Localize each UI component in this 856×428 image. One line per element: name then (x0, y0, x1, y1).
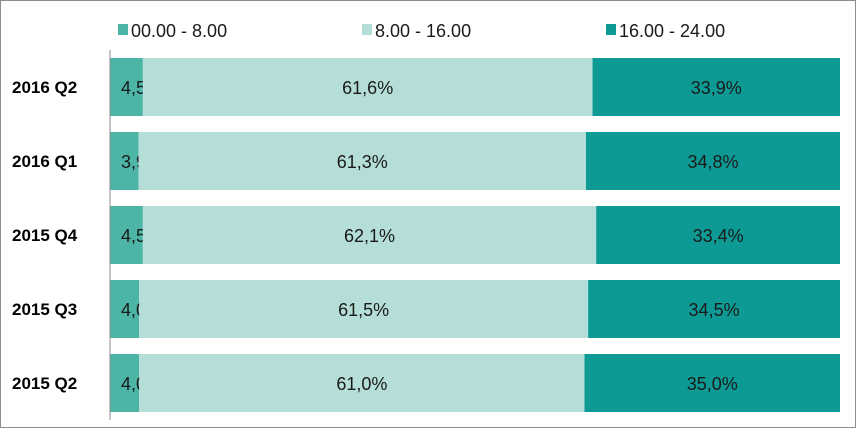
legend-item: 8.00 - 16.00 (362, 21, 471, 41)
legend-label: 8.00 - 16.00 (375, 21, 471, 41)
bar-row: 2015 Q34,0%61,5%34,5% (12, 280, 840, 338)
bar-segment (110, 280, 140, 338)
bar-segment (138, 132, 586, 190)
data-label: 33,9% (691, 78, 742, 98)
bar-segment (585, 132, 840, 190)
bar-segment (139, 354, 585, 412)
bars: 2016 Q24,5%61,6%33,9%2016 Q13,9%61,3%34,… (12, 58, 840, 412)
bar-row: 2016 Q2 4,5% 61,6% 33,9% (12, 58, 840, 116)
data-label: 61,3% (337, 152, 388, 172)
legend-item: 00.00 - 8.00 (118, 21, 227, 41)
legend-swatch (606, 24, 616, 35)
bar-segment (110, 132, 139, 190)
data-label: 61,5% (338, 300, 389, 320)
category-label: 2015 Q4 (12, 226, 78, 245)
bar-segment (142, 206, 597, 264)
data-label: 62,1% (344, 226, 395, 246)
legend-swatch (362, 24, 372, 35)
data-label: 35,0% (687, 374, 738, 394)
legend-swatch (118, 24, 128, 35)
bar-segment (110, 206, 143, 264)
data-label: 33,4% (693, 226, 744, 246)
bar-segment (588, 280, 840, 338)
data-label: 61,6% (342, 78, 393, 98)
bar-segment (110, 354, 140, 412)
bar-segment (139, 280, 589, 338)
bar-segment (142, 58, 593, 116)
bar-segment (110, 58, 143, 116)
bar-segment (592, 58, 840, 116)
bar-segment (596, 206, 840, 264)
category-label: 2016 Q2 (12, 78, 77, 97)
data-label: 61,0% (336, 374, 387, 394)
category-label: 2016 Q1 (12, 152, 77, 171)
bar-row: 2015 Q24,0%61,0%35,0% (12, 354, 840, 412)
data-label: 34,5% (689, 300, 740, 320)
category-label: 2015 Q3 (12, 300, 77, 319)
bar-row: 2016 Q13,9%61,3%34,8% (12, 132, 840, 190)
legend: 00.00 - 8.00 8.00 - 16.00 16.00 - 24.00 (118, 21, 725, 41)
legend-label: 00.00 - 8.00 (131, 21, 227, 41)
category-label: 2015 Q2 (12, 374, 77, 393)
legend-label: 16.00 - 24.00 (619, 21, 725, 41)
data-label: 34,8% (687, 152, 738, 172)
legend-item: 16.00 - 24.00 (606, 21, 725, 41)
bar-segment (584, 354, 840, 412)
bar-row: 2015 Q4 4,5% 62,1% 33,4% (12, 206, 840, 264)
